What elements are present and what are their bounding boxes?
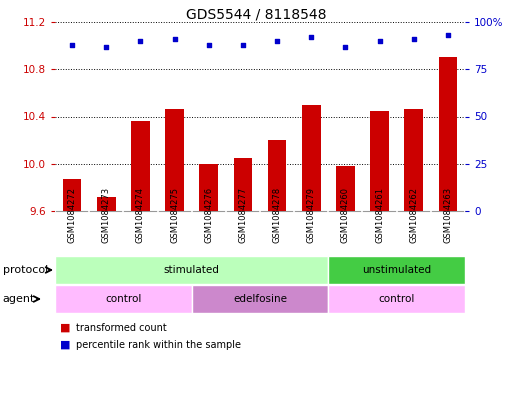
Bar — [55, 256, 328, 284]
Point — [68, 42, 76, 48]
Point — [170, 36, 179, 42]
Bar — [302, 105, 321, 211]
Point — [273, 38, 281, 44]
Bar — [165, 109, 184, 211]
Point — [376, 38, 384, 44]
Bar — [328, 256, 465, 284]
Bar — [268, 140, 286, 211]
Point — [136, 38, 145, 44]
Text: GDS5544 / 8118548: GDS5544 / 8118548 — [186, 8, 327, 22]
Point — [239, 42, 247, 48]
Point — [307, 34, 315, 40]
Bar — [233, 158, 252, 211]
Bar — [131, 121, 150, 211]
Text: edelfosine: edelfosine — [233, 294, 287, 304]
Point — [410, 36, 418, 42]
Bar — [63, 179, 82, 211]
Point — [205, 42, 213, 48]
Text: GSM1084263: GSM1084263 — [443, 187, 452, 243]
Text: GSM1084261: GSM1084261 — [375, 187, 384, 243]
Text: GSM1084279: GSM1084279 — [307, 187, 315, 243]
Text: GSM1084273: GSM1084273 — [102, 187, 111, 243]
Text: GSM1084277: GSM1084277 — [239, 187, 247, 243]
Point — [341, 43, 349, 50]
Bar — [370, 110, 389, 211]
Bar — [328, 285, 465, 313]
Text: control: control — [105, 294, 142, 304]
Text: ■: ■ — [60, 323, 71, 333]
Text: unstimulated: unstimulated — [362, 265, 431, 275]
Text: GSM1084278: GSM1084278 — [272, 187, 282, 243]
Point — [444, 32, 452, 39]
Text: transformed count: transformed count — [75, 323, 166, 333]
Text: GSM1084272: GSM1084272 — [68, 187, 76, 243]
Bar — [336, 166, 355, 211]
Text: GSM1084260: GSM1084260 — [341, 187, 350, 243]
Text: GSM1084275: GSM1084275 — [170, 187, 179, 243]
Point — [102, 43, 110, 50]
Text: GSM1084274: GSM1084274 — [136, 187, 145, 243]
Text: ■: ■ — [60, 340, 71, 350]
Text: agent: agent — [3, 294, 35, 304]
Text: protocol: protocol — [3, 265, 48, 275]
Text: GSM1084276: GSM1084276 — [204, 187, 213, 243]
Bar — [439, 57, 457, 211]
Text: GSM1084262: GSM1084262 — [409, 187, 418, 243]
Text: percentile rank within the sample: percentile rank within the sample — [75, 340, 241, 350]
Text: stimulated: stimulated — [164, 265, 220, 275]
Text: control: control — [379, 294, 415, 304]
Bar — [192, 285, 328, 313]
Bar — [200, 164, 218, 211]
Bar — [55, 285, 192, 313]
Bar — [97, 197, 115, 211]
Bar — [404, 109, 423, 211]
